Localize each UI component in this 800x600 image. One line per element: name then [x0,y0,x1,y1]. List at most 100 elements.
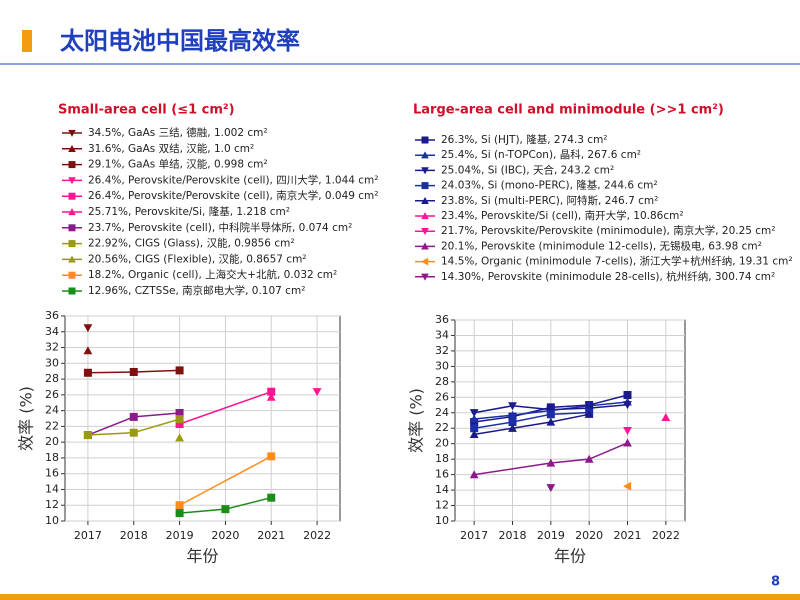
data-point [469,414,479,423]
y-tick-label: 30 [435,359,449,372]
data-point [267,493,276,502]
data-point [469,409,479,418]
data-point [661,413,671,422]
legend-marker [421,196,429,204]
data-point [175,433,184,442]
y-tick-label: 12 [435,499,449,512]
data-point [584,404,594,413]
chart-title: Large-area cell and minimodule (>>1 cm²) [413,103,724,118]
legend-label: 26.4%, Perovskite/Perovskite (cell), 四川大… [88,173,379,186]
legend-label: 26.4%, Perovskite/Perovskite (cell), 南京大… [88,189,379,202]
y-tick-label: 32 [435,344,449,357]
data-point [175,415,184,424]
data-point [175,366,184,375]
y-tick-label: 24 [435,406,449,419]
legend-label: 18.2%, Organic (cell), 上海交大+北航, 0.032 cm… [88,268,337,281]
data-point [584,454,594,463]
data-point [508,418,517,427]
legend-marker [421,151,429,159]
y-tick-label: 28 [435,375,449,388]
x-tick-label: 2021 [257,529,285,542]
data-point [623,390,632,399]
plot-area [454,319,686,522]
legend-marker [68,161,76,169]
data-point [623,426,632,435]
y-tick-label: 34 [435,328,449,341]
data-point [175,501,184,510]
legend-label: 20.56%, CIGS (Flexible), 汉能, 0.8657 cm² [88,252,307,265]
y-tick-label: 22 [435,421,449,434]
data-point [469,430,479,439]
legend-marker [68,255,76,263]
y-tick-label: 16 [45,467,59,480]
data-point [546,406,556,415]
y-tick-label: 14 [45,482,59,495]
data-point [508,410,517,419]
legend-marker [68,129,76,137]
data-point [470,424,479,433]
legend-marker [68,240,76,248]
legend-marker [68,177,76,185]
data-point [83,368,92,377]
legend-label: 31.6%, GaAs 双结, 汉能, 1.0 cm² [88,142,254,155]
data-point [221,505,230,514]
legend-marker [421,212,429,220]
legend-label: 34.5%, GaAs 三结, 德融, 1.002 cm² [88,126,268,139]
data-point [267,452,276,461]
y-tick-label: 12 [45,498,59,511]
legend-marker [68,144,76,152]
legend-label: 12.96%, CZTSSe, 南京邮电大学, 0.107 cm² [88,284,305,297]
x-tick-label: 2020 [575,529,603,542]
series-line [179,390,272,425]
y-tick-label: 18 [435,452,449,465]
legend-marker [68,271,76,279]
x-axis-label: 年份 [186,547,218,566]
x-tick-label: 2022 [303,529,331,542]
y-tick-label: 26 [435,390,449,403]
y-tick-label: 26 [45,388,59,401]
legend-label: 26.3%, Si (HJT), 隆基, 274.3 cm² [441,133,608,146]
legend-label: 25.71%, Perovskite/Si, 隆基, 1.218 cm² [88,205,290,218]
data-point [266,392,276,401]
data-point [129,428,138,437]
data-point [129,367,138,376]
data-point [508,423,517,432]
y-axis-label: 效率 (%) [17,386,36,451]
y-tick-label: 36 [435,313,449,326]
chart-title: Small-area cell (≤1 cm²) [58,103,235,118]
y-tick-label: 20 [45,435,59,448]
y-axis-label: 效率 (%) [407,388,426,453]
legend-label: 14.30%, Perovskite (minimodule 28-cells)… [441,270,775,283]
legend-label: 14.5%, Organic (minimodule 7-cells), 浙江大… [441,255,793,268]
page-number: 8 [771,575,780,590]
legend-label: 23.4%, Perovskite/Si (cell), 南开大学, 10.86… [441,209,684,222]
data-point [267,387,276,396]
data-point [469,470,479,479]
series-line [474,411,590,429]
legend-marker [421,257,429,266]
legend-marker [68,224,76,232]
x-tick-label: 2017 [460,529,488,542]
legend-label: 24.03%, Si (mono-PERC), 隆基, 244.6 cm² [441,179,658,192]
data-point [83,346,93,355]
data-point [129,412,138,421]
data-point [83,324,93,333]
y-tick-label: 30 [45,356,59,369]
x-tick-label: 2017 [74,529,102,542]
legend-label: 25.4%, Si (n-TOPCon), 晶科, 267.6 cm² [441,148,641,161]
y-tick-label: 34 [45,325,59,338]
data-point [584,409,594,418]
series-line [179,455,272,506]
data-point [83,431,92,440]
legend-marker [421,242,429,250]
series-line [474,442,628,476]
data-point [175,509,184,518]
legend-marker [68,208,76,216]
y-tick-label: 32 [45,341,59,354]
y-tick-label: 36 [45,309,59,322]
y-tick-label: 14 [435,483,449,496]
y-tick-label: 28 [45,372,59,385]
data-point [623,401,632,410]
legend-marker [68,287,76,295]
y-tick-label: 20 [435,437,449,450]
